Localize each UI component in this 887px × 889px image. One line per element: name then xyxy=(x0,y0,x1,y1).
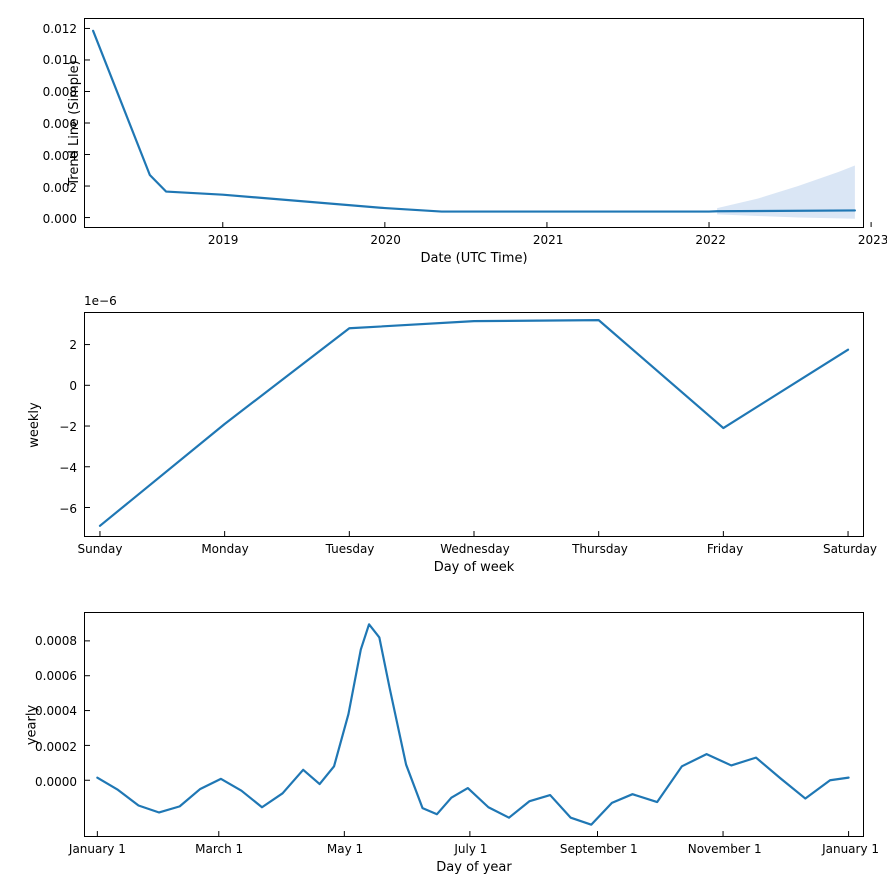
trend-panel: 0.0000.0020.0040.0060.0080.0100.01220192… xyxy=(84,18,864,228)
xtick-label: 2021 xyxy=(533,227,564,247)
yearly-ylabel: yearly xyxy=(25,704,40,744)
yearly-panel: 0.00000.00020.00040.00060.0008January 1M… xyxy=(84,612,864,837)
xtick-label: Friday xyxy=(707,536,743,556)
weekly-plot-area: −6−4−202SundayMondayTuesdayWednesdayThur… xyxy=(84,312,864,537)
figure: 0.0000.0020.0040.0060.0080.0100.01220192… xyxy=(0,0,887,889)
ytick-label: −6 xyxy=(59,502,85,516)
ytick-label: 0.0008 xyxy=(35,634,85,648)
series-line xyxy=(97,624,848,824)
weekly-svg xyxy=(85,313,863,536)
ytick-label: −4 xyxy=(59,461,85,475)
series-line xyxy=(93,31,855,212)
xtick-label: Thursday xyxy=(572,536,628,556)
weekly-sci-label: 1e−6 xyxy=(84,294,117,308)
weekly-xlabel: Day of week xyxy=(434,560,515,575)
trend-svg xyxy=(85,19,863,227)
xtick-label: Saturday xyxy=(823,536,877,556)
weekly-ylabel: weekly xyxy=(27,402,42,447)
ytick-label: 0.0000 xyxy=(35,775,85,789)
ytick-label: 0.0006 xyxy=(35,669,85,683)
ytick-label: −2 xyxy=(59,420,85,434)
xtick-label: 2022 xyxy=(695,227,726,247)
trend-ylabel: Trend Line (Simple) xyxy=(67,60,82,185)
xtick-label: Monday xyxy=(201,536,248,556)
xtick-label: Sunday xyxy=(78,536,123,556)
xtick-label: September 1 xyxy=(560,836,638,856)
xtick-label: 2020 xyxy=(370,227,401,247)
series-line xyxy=(100,320,848,526)
xtick-label: Wednesday xyxy=(440,536,509,556)
xtick-label: November 1 xyxy=(688,836,762,856)
trend-xlabel: Date (UTC Time) xyxy=(420,251,527,266)
trend-plot-area: 0.0000.0020.0040.0060.0080.0100.01220192… xyxy=(84,18,864,228)
yearly-xlabel: Day of year xyxy=(436,860,511,875)
ytick-label: 2 xyxy=(69,338,85,352)
weekly-panel: −6−4−202SundayMondayTuesdayWednesdayThur… xyxy=(84,312,864,537)
ytick-label: 0.000 xyxy=(43,212,85,226)
xtick-label: January 1 xyxy=(822,836,879,856)
ytick-label: 0.0004 xyxy=(35,704,85,718)
ytick-label: 0.012 xyxy=(43,22,85,36)
xtick-label: January 1 xyxy=(69,836,126,856)
ytick-label: 0 xyxy=(69,379,85,393)
xtick-label: March 1 xyxy=(195,836,243,856)
xtick-label: Tuesday xyxy=(326,536,375,556)
xtick-label: July 1 xyxy=(454,836,487,856)
xtick-label: 2019 xyxy=(208,227,239,247)
xtick-label: 2023 xyxy=(858,227,887,247)
xtick-label: May 1 xyxy=(327,836,363,856)
ytick-label: 0.0002 xyxy=(35,740,85,754)
yearly-svg xyxy=(85,613,863,836)
yearly-plot-area: 0.00000.00020.00040.00060.0008January 1M… xyxy=(84,612,864,837)
